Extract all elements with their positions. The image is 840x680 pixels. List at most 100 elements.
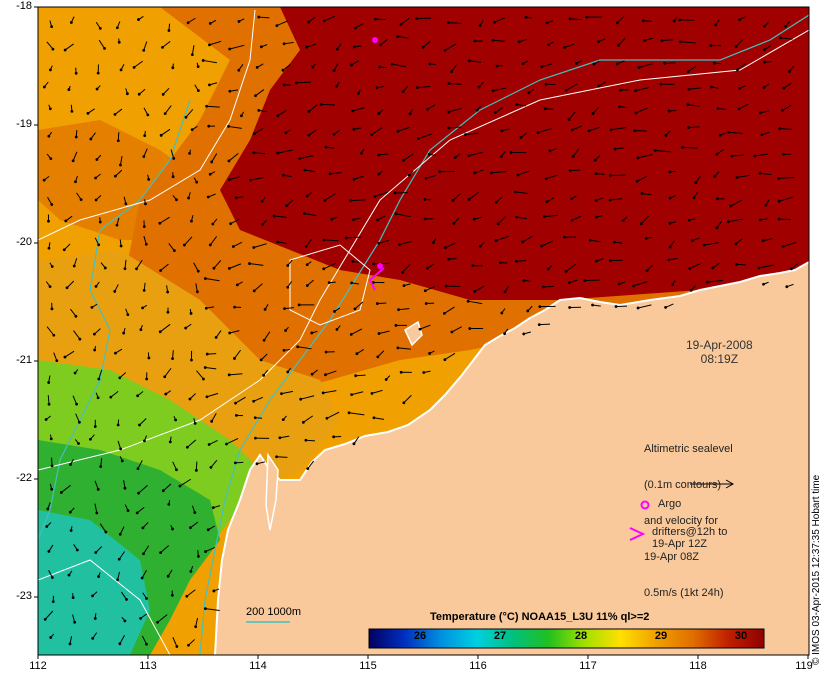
- velocity-vector-head: [585, 15, 589, 19]
- velocity-vector: [159, 323, 171, 333]
- velocity-vector-head: [668, 221, 672, 225]
- velocity-vector: [354, 301, 364, 310]
- velocity-vector: [210, 459, 218, 468]
- velocity-vector-head: [284, 131, 288, 135]
- velocity-vector-head: [734, 242, 738, 246]
- velocity-vector: [263, 331, 271, 341]
- velocity-vector: [637, 304, 652, 309]
- velocity-vector-head: [70, 110, 74, 113]
- velocity-vector-head: [713, 174, 717, 178]
- velocity-vector-head: [709, 44, 713, 47]
- velocity-vector-head: [477, 85, 481, 89]
- velocity-vector-head: [730, 154, 734, 158]
- velocity-vector-head: [74, 135, 78, 139]
- velocity-vector-head: [379, 43, 383, 47]
- velocity-vector-head: [86, 111, 90, 115]
- velocity-vector-head: [190, 128, 194, 132]
- velocity-vector-head: [715, 152, 719, 156]
- velocity-vector-head: [164, 392, 168, 396]
- y-tick-label: -23: [16, 590, 32, 602]
- velocity-vector-head: [113, 112, 117, 116]
- velocity-vector: [64, 43, 74, 51]
- velocity-vector-head: [74, 314, 78, 318]
- velocity-vector-head: [305, 194, 309, 198]
- velocity-vector-head: [237, 68, 241, 72]
- velocity-vector-head: [664, 305, 668, 309]
- velocity-vector: [95, 546, 103, 553]
- velocity-vector: [495, 235, 509, 242]
- velocity-vector-head: [171, 175, 175, 179]
- velocity-vector-head: [668, 170, 672, 174]
- velocity-vector-head: [350, 63, 353, 67]
- velocity-vector-head: [515, 215, 519, 219]
- velocity-vector: [297, 346, 312, 350]
- velocity-vector: [66, 280, 75, 289]
- velocity-vector-head: [234, 401, 237, 405]
- velocity-vector-head: [203, 607, 207, 611]
- velocity-vector-head: [351, 218, 355, 222]
- sealevel-contour: [38, 29, 809, 471]
- velocity-vector: [75, 413, 80, 423]
- velocity-vector: [233, 241, 243, 247]
- velocity-vector: [374, 191, 388, 197]
- velocity-vector: [284, 307, 294, 310]
- velocity-vector: [758, 264, 774, 269]
- velocity-vector: [228, 152, 239, 162]
- velocity-vector-head: [447, 126, 451, 130]
- velocity-vector: [350, 199, 366, 202]
- velocity-vector-head: [228, 331, 232, 335]
- velocity-vector: [444, 352, 456, 361]
- velocity-vector-head: [494, 239, 498, 243]
- velocity-vector-head: [393, 191, 397, 195]
- velocity-vector-head: [281, 68, 285, 72]
- velocity-vector: [378, 239, 390, 244]
- velocity-vector: [307, 460, 315, 469]
- velocity-vector: [426, 174, 437, 179]
- velocity-vector-head: [570, 218, 574, 222]
- velocity-vector: [615, 147, 624, 150]
- velocity-vector-head: [74, 180, 77, 184]
- velocity-vector-head: [491, 89, 495, 93]
- velocity-vector-head: [119, 244, 123, 248]
- velocity-vector: [208, 440, 218, 445]
- velocity-vector-head: [687, 218, 691, 222]
- velocity-vector-head: [302, 212, 306, 215]
- velocity-vector-head: [114, 351, 117, 355]
- velocity-vector-head: [466, 299, 470, 303]
- velocity-vector-head: [166, 310, 170, 314]
- velocity-vector: [635, 107, 648, 114]
- velocity-vector: [568, 111, 576, 120]
- velocity-vector-head: [68, 642, 72, 646]
- velocity-vector-head: [227, 178, 231, 182]
- velocity-vector: [377, 302, 387, 305]
- velocity-vector-head: [544, 82, 548, 86]
- velocity-vector-head: [252, 151, 256, 155]
- velocity-vector-head: [124, 202, 128, 206]
- velocity-vector-head: [233, 357, 236, 360]
- velocity-vector: [195, 617, 199, 627]
- velocity-vector-head: [351, 260, 355, 263]
- velocity-vector-head: [408, 112, 412, 116]
- velocity-vector: [117, 132, 120, 141]
- velocity-vector-head: [737, 107, 741, 111]
- velocity-vector-head: [645, 269, 649, 273]
- velocity-vector-head: [597, 40, 600, 44]
- velocity-vector-head: [688, 267, 692, 270]
- velocity-vector-head: [50, 265, 54, 268]
- velocity-vector-head: [67, 88, 71, 91]
- velocity-vector-head: [468, 327, 472, 330]
- island: [404, 320, 423, 347]
- velocity-vector-head: [190, 358, 193, 362]
- velocity-vector-head: [727, 130, 731, 134]
- velocity-vector: [226, 438, 239, 445]
- velocity-vector-head: [617, 282, 621, 286]
- velocity-vector-head: [547, 43, 550, 47]
- velocity-vector-head: [496, 222, 500, 226]
- velocity-vector: [469, 60, 482, 63]
- velocity-vector: [170, 149, 175, 159]
- velocity-vector: [491, 171, 507, 174]
- velocity-vector-head: [285, 204, 289, 208]
- velocity-vector-head: [118, 642, 122, 646]
- velocity-vector-head: [69, 529, 73, 532]
- velocity-vector: [378, 330, 390, 335]
